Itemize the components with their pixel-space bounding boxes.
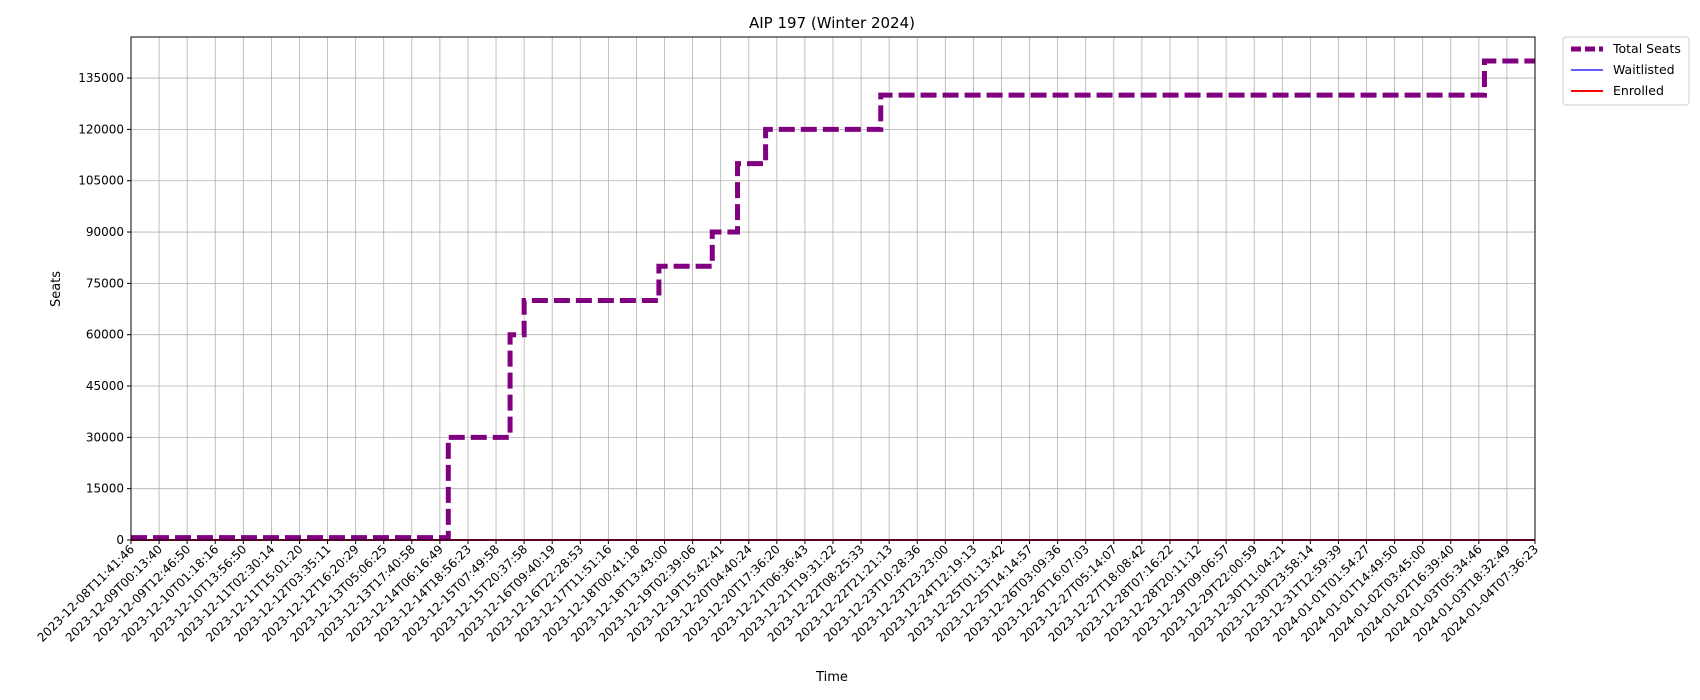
y-tick-label: 75000 [86, 276, 124, 290]
legend-label: Total Seats [1612, 41, 1681, 56]
legend-label: Enrolled [1613, 83, 1664, 98]
grid [130, 37, 1536, 541]
y-tick-label: 60000 [86, 328, 124, 342]
y-axis: 0 15000 30000 45000 60000 75000 90000 105000 120… [78, 71, 131, 547]
y-tick-label: 90000 [86, 225, 124, 239]
legend-box [1562, 36, 1690, 106]
legend: Total Seats Waitlisted Enrolled [1562, 36, 1690, 106]
y-tick-label: 0 [116, 533, 124, 547]
chart-title: AIP 197 (Winter 2024) [749, 14, 915, 32]
series-line-total-seats [131, 58, 1535, 541]
y-tick-label: 105000 [78, 174, 124, 188]
y-tick-label: 120000 [78, 122, 124, 136]
y-axis-label: Seats [49, 271, 64, 307]
y-tick-label: 30000 [86, 430, 124, 444]
y-tick-label: 45000 [86, 379, 124, 393]
y-tick-label: 135000 [78, 71, 124, 85]
x-axis-label: Time [815, 670, 848, 685]
x-axis: 2023-12-08T11:41:462023-12-09T00:13:4020… [35, 540, 1541, 645]
y-tick-label: 15000 [86, 482, 124, 496]
legend-label: Waitlisted [1613, 62, 1675, 77]
